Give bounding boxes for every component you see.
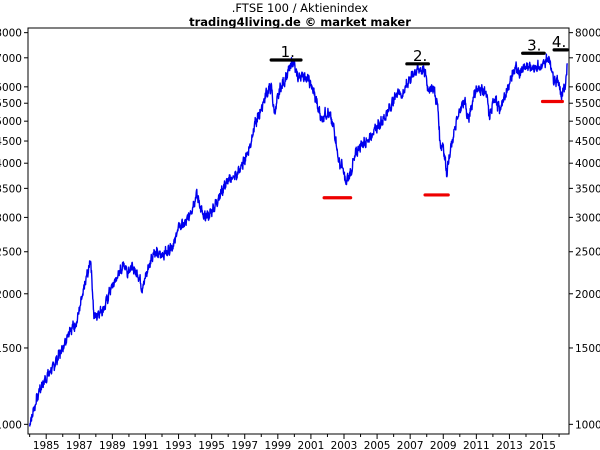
- y-tick-label-left: 2000: [0, 289, 22, 301]
- y-tick-label-right: 5500: [575, 98, 600, 110]
- y-tick-label-right: 5000: [575, 116, 600, 128]
- y-tick-label-right: 8000: [575, 28, 600, 40]
- y-tick-label-left: 5500: [0, 98, 22, 110]
- annotation-label: 3.: [527, 36, 541, 54]
- y-tick-label-left: 1000: [0, 419, 22, 431]
- x-tick-label: 1999: [264, 440, 291, 450]
- y-tick-label-left: 4500: [0, 136, 22, 148]
- x-tick-label: 1993: [165, 440, 192, 450]
- x-tick-label: 1989: [99, 440, 126, 450]
- x-tick-label: 2001: [298, 440, 325, 450]
- y-tick-label-left: 6000: [0, 82, 22, 94]
- y-tick-label-left: 5000: [0, 116, 22, 128]
- y-tick-label-right: 4000: [575, 158, 600, 170]
- x-tick-label: 2003: [331, 440, 358, 450]
- x-tick-label: 2015: [529, 440, 556, 450]
- chart-title: .FTSE 100 / Aktienindex: [231, 1, 369, 15]
- y-tick-label-right: 2500: [575, 247, 600, 259]
- y-tick-label-right: 3500: [575, 183, 600, 195]
- annotation-label: 4.: [552, 33, 566, 51]
- chart-subtitle: trading4living.de © market maker: [189, 15, 411, 29]
- annotation-label: 2.: [413, 47, 427, 65]
- y-tick-label-left: 2500: [0, 247, 22, 259]
- y-tick-label-left: 4000: [0, 158, 22, 170]
- y-tick-label-right: 1500: [575, 343, 600, 355]
- x-tick-label: 1995: [198, 440, 225, 450]
- x-tick-label: 1987: [66, 440, 93, 450]
- x-tick-label: 1997: [231, 440, 258, 450]
- x-tick-label: 1985: [33, 440, 60, 450]
- y-tick-label-left: 8000: [0, 28, 22, 40]
- y-tick-label-right: 4500: [575, 136, 600, 148]
- x-tick-label: 2009: [430, 440, 457, 450]
- y-tick-label-right: 1000: [575, 419, 600, 431]
- x-tick-label: 2007: [397, 440, 424, 450]
- y-tick-label-left: 3000: [0, 212, 22, 224]
- plot-area-frame: [27, 27, 570, 435]
- series-layer: [29, 53, 568, 427]
- x-tick-label: 2013: [496, 440, 523, 450]
- x-tick-label: 2005: [364, 440, 391, 450]
- annotation-layer: 1. 2. 3. 4.: [269, 33, 569, 200]
- y-tick-label-right: 6000: [575, 82, 600, 94]
- annotation-label: 1.: [281, 43, 295, 61]
- y-tick-label-left: 7000: [0, 53, 22, 65]
- y-tick-label-right: 3000: [575, 212, 600, 224]
- series-line-ftse100: [29, 53, 568, 427]
- y-tick-label-right: 2000: [575, 289, 600, 301]
- x-tick-label: 2011: [463, 440, 490, 450]
- axes-group: 1985 1987 1989 1991 1993 1995 1997 1999 2001 2003…: [0, 28, 600, 450]
- x-tick-label: 1991: [132, 440, 159, 450]
- y-tick-label-left: 1500: [0, 343, 22, 355]
- y-tick-label-left: 3500: [0, 183, 22, 195]
- y-tick-label-right: 7000: [575, 53, 600, 65]
